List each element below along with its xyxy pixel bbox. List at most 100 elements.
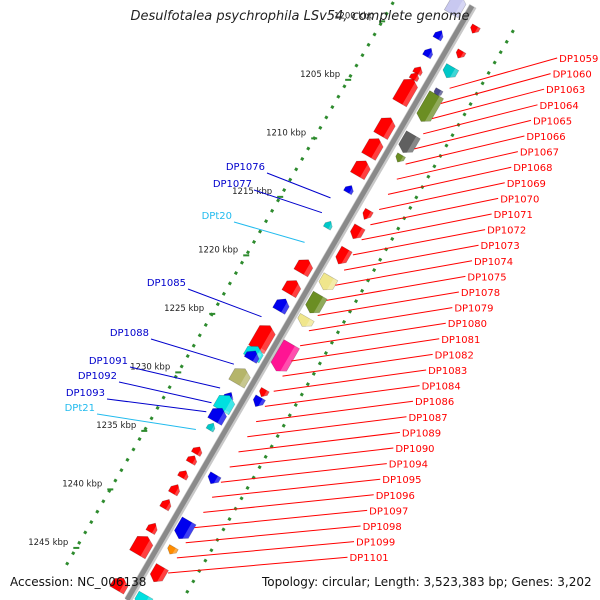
gene-feature xyxy=(281,280,304,299)
gene-feature xyxy=(109,577,131,595)
gene-feature xyxy=(432,30,446,42)
gene-feature xyxy=(455,48,467,61)
right-gene-label: DP1080 xyxy=(448,319,487,330)
gene-arrow xyxy=(212,394,236,416)
right-gene-label: DP1073 xyxy=(481,241,520,252)
gene-arrow xyxy=(392,78,419,108)
right-leader-line xyxy=(291,338,440,362)
right-gene-label: DP1059 xyxy=(559,54,598,65)
gene-feature xyxy=(212,394,238,416)
right-leader-line xyxy=(300,322,446,347)
gene-feature xyxy=(167,544,179,557)
gene-arrow xyxy=(416,90,445,122)
right-leader-line xyxy=(168,556,348,574)
kbp-tick-label: 1245 kbp xyxy=(28,538,68,548)
right-gene-label: DP1069 xyxy=(507,179,546,190)
gene-arrow xyxy=(349,160,371,181)
right-leader-line xyxy=(396,151,518,180)
right-gene-label: DP1079 xyxy=(454,304,493,315)
gene-highlight xyxy=(453,0,469,18)
gene-arrow xyxy=(243,350,260,364)
right-leader-line xyxy=(326,275,466,301)
gene-arrow xyxy=(335,245,353,265)
right-leader-line xyxy=(414,119,532,150)
gene-highlight xyxy=(423,96,444,126)
gene-arrow xyxy=(432,30,444,42)
gene-arrow xyxy=(207,471,222,485)
right-leader-line xyxy=(317,291,459,316)
kbp-tick-label: 1200 kbp xyxy=(334,11,374,21)
gene-arrow xyxy=(322,220,333,231)
gene-highlight xyxy=(473,27,481,36)
right-leader-line xyxy=(379,182,505,210)
gene-highlight xyxy=(181,522,197,543)
gene-highlight xyxy=(383,119,398,140)
right-leader-line xyxy=(273,369,427,392)
gene-feature xyxy=(422,47,436,60)
right-leader-line xyxy=(361,213,492,241)
left-leader-line xyxy=(106,398,207,413)
gene-arrow xyxy=(408,72,420,83)
gene-arrow xyxy=(145,522,158,536)
gene-highlight xyxy=(360,162,373,180)
rna-gene-label: DPt20 xyxy=(202,211,232,222)
gene-highlight xyxy=(183,471,191,481)
gene-highlight xyxy=(340,250,353,268)
gene-feature xyxy=(159,499,174,512)
right-gene-label: DP1063 xyxy=(546,85,585,96)
gene-feature xyxy=(395,152,406,165)
gene-arrow xyxy=(185,455,198,466)
right-gene-label: DP1070 xyxy=(500,194,539,205)
gene-highlight xyxy=(291,282,304,298)
right-leader-line xyxy=(220,463,387,483)
right-gene-label: DP1082 xyxy=(435,350,474,361)
genome-backbone xyxy=(124,4,475,600)
right-leader-line xyxy=(176,541,355,559)
right-leader-line xyxy=(308,307,453,332)
gene-feature xyxy=(412,66,425,77)
gene-arrow xyxy=(149,563,169,583)
gene-feature xyxy=(205,422,217,433)
gene-arrow xyxy=(395,152,406,163)
gene-highlight xyxy=(119,579,131,595)
gene-feature xyxy=(398,130,421,157)
left-gene-label: DP1077 xyxy=(213,179,252,190)
gene-highlight xyxy=(259,327,278,354)
kbp-tick-label: 1210 kbp xyxy=(266,128,306,138)
right-gene-label: DP1065 xyxy=(533,116,572,127)
gene-feature xyxy=(350,223,366,242)
gene-feature xyxy=(362,207,374,222)
gene-highlight xyxy=(279,346,300,376)
right-gene-label: DP1086 xyxy=(415,397,454,408)
gene-highlight xyxy=(304,319,315,331)
right-gene-label: DP1068 xyxy=(513,163,552,174)
left-gene-label: DP1093 xyxy=(66,388,105,399)
left-gene-label: DP1085 xyxy=(147,278,186,289)
accession-text: Accession: NC_006138 xyxy=(10,575,147,589)
left-leader-line xyxy=(266,172,331,199)
gene-feature xyxy=(185,455,199,466)
left-gene-label: DP1076 xyxy=(226,162,265,173)
gene-arrow xyxy=(350,223,366,240)
gene-highlight xyxy=(224,397,238,415)
right-gene-label: DP1075 xyxy=(467,272,506,283)
right-gene-label: DP1074 xyxy=(474,257,513,268)
left-leader-line xyxy=(118,381,212,404)
gene-feature xyxy=(174,516,197,543)
right-leader-line xyxy=(282,353,433,377)
gene-arrow xyxy=(281,280,302,299)
gene-feature xyxy=(373,117,398,141)
gene-arrow xyxy=(398,130,421,153)
right-gene-label: DP1064 xyxy=(540,101,579,112)
gene-arrow xyxy=(293,259,314,278)
gene-arrow xyxy=(297,312,315,327)
right-leader-line xyxy=(431,88,545,120)
gene-highlight xyxy=(262,390,270,400)
gene-arrow xyxy=(177,470,189,481)
gene-arrow xyxy=(167,484,181,497)
right-gene-label: DP1083 xyxy=(428,366,467,377)
gene-feature xyxy=(443,0,469,19)
gene-highlight xyxy=(355,228,366,242)
right-gene-label: DP1078 xyxy=(461,288,500,299)
gene-feature xyxy=(343,185,356,196)
